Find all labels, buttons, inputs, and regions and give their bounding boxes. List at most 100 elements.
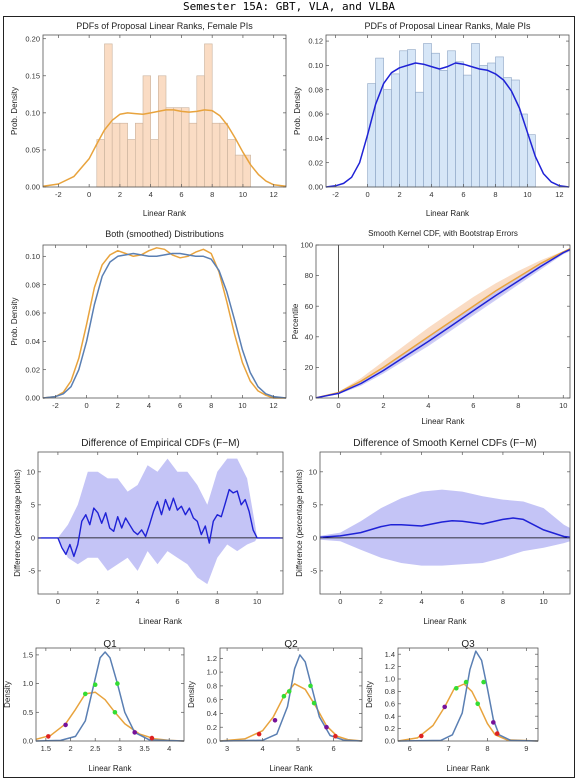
x-axis-label: Linear Rank: [421, 417, 465, 426]
histogram-bar: [431, 52, 440, 188]
x-axis-label: Linear Rank: [143, 209, 187, 218]
x-tick-label: 0: [56, 597, 60, 606]
chart-title: Difference of Empirical CDFs (F−M): [81, 438, 239, 449]
x-tick-label: 6: [461, 190, 465, 199]
x-tick-label: -2: [52, 401, 59, 410]
y-tick-label: 1.2: [385, 662, 395, 671]
quantile-marker: [63, 722, 68, 728]
histogram-bar: [96, 139, 105, 188]
y-tick-label: 0.02: [25, 365, 40, 374]
x-tick-label: 8: [501, 597, 505, 606]
quantile-marker: [112, 710, 118, 715]
histogram-bar: [188, 122, 198, 188]
x-tick-label: 6: [175, 597, 179, 606]
plot-frame: [325, 34, 570, 188]
y-tick-label: 0.00: [308, 183, 323, 192]
quantile-marker: [442, 704, 448, 710]
chart-title: Q3: [461, 639, 475, 650]
y-tick-label: 0.4: [207, 709, 217, 718]
histogram-bar: [375, 57, 384, 188]
chart-empirical-diff: Difference of Empirical CDFs (F−M) 0 2 4 6 8 1…: [13, 438, 284, 626]
quantile-marker: [333, 733, 338, 739]
series-line-0: [42, 247, 286, 399]
y-axis-label: Density: [365, 681, 374, 708]
quantile-marker: [149, 735, 155, 741]
x-tick-label: 2: [379, 597, 383, 606]
x-tick-label: 6: [178, 401, 182, 410]
x-tick-label: 0: [336, 401, 340, 410]
y-tick-label: 0: [313, 533, 317, 542]
x-tick-label: 10: [253, 597, 261, 606]
y-tick-label: 0.20: [25, 34, 40, 43]
plot-frame: [35, 647, 185, 742]
chart-q2: Q2 3 4 5 6 0.0 0.2 0.4 0.6 0.8 1.0 1.2 Linear Rank De…: [187, 639, 363, 773]
x-tick-label: 3.5: [139, 744, 149, 753]
series-line-1: [397, 650, 539, 742]
quantile-marker: [272, 718, 278, 723]
x-tick-label: 6: [408, 744, 412, 753]
x-tick-label: 2: [397, 190, 401, 199]
x-tick-label: 7: [446, 744, 450, 753]
y-tick-label: 0.04: [308, 134, 323, 143]
histogram-bar: [165, 107, 174, 188]
y-tick-label: 5: [31, 500, 35, 509]
x-tick-label: 12: [269, 401, 277, 410]
histogram-bar: [511, 79, 520, 188]
y-tick-label: 0.8: [207, 681, 217, 690]
histogram-bar: [173, 107, 182, 188]
x-tick-label: 10: [559, 401, 567, 410]
quantile-marker: [419, 733, 424, 739]
x-tick-label: 6: [179, 190, 183, 199]
x-tick-label: 2: [96, 597, 100, 606]
y-tick-label: 1.0: [385, 675, 395, 684]
y-tick-label: 0.06: [308, 110, 323, 119]
y-tick-label: 0.8: [385, 687, 395, 696]
chart-title: Both (smoothed) Distributions: [105, 229, 224, 239]
x-axis-label: Linear Rank: [446, 764, 490, 773]
histogram-bar: [487, 62, 496, 188]
y-axis-label: Density: [187, 681, 196, 708]
y-tick-label: 0.6: [385, 699, 395, 708]
y-tick-label: 0.08: [308, 85, 323, 94]
histogram-bar: [399, 50, 408, 188]
y-tick-label: -5: [310, 566, 317, 575]
x-tick-label: 8: [215, 597, 219, 606]
y-tick-label: 0.0: [385, 737, 395, 746]
histogram-bar: [383, 89, 392, 188]
y-tick-label: 1.0: [207, 668, 217, 677]
histogram-bar: [142, 75, 151, 188]
x-axis-label: Linear Rank: [139, 617, 183, 626]
chart-q3: Q3 6 7 8 9 0.0 0.2 0.4 0.6 0.8 1.0 1.2 1.4 Linear Ran…: [365, 639, 539, 773]
x-tick-label: 0: [85, 401, 89, 410]
x-tick-label: 8: [516, 401, 520, 410]
x-tick-label: 4: [426, 401, 430, 410]
y-tick-label: 60: [305, 302, 313, 311]
y-tick-label: 0.2: [207, 723, 217, 732]
histogram-bar: [227, 139, 236, 188]
y-tick-label: 0.00: [25, 394, 40, 403]
x-tick-label: 2: [68, 744, 72, 753]
histogram-bar: [127, 139, 136, 188]
chart-male-pdf: PDFs of Proposal Linear Ranks, Male PIs -…: [293, 21, 570, 218]
quantile-marker: [46, 734, 51, 739]
y-tick-label: 1.2: [207, 654, 217, 663]
x-tick-label: 12: [270, 190, 278, 199]
y-tick-label: 10: [309, 467, 317, 476]
series-line-1: [219, 654, 363, 742]
chart-title: Q1: [103, 639, 117, 650]
histogram-bar: [135, 122, 144, 188]
chart-title: Difference of Smooth Kernel CDFs (F−M): [353, 438, 537, 449]
histogram-bar: [150, 139, 159, 188]
y-tick-label: 0.05: [25, 146, 40, 155]
y-axis-label: Percentile: [291, 303, 300, 339]
y-tick-label: 0.02: [308, 158, 323, 167]
quantile-marker: [92, 682, 98, 687]
histogram-bar: [158, 75, 167, 188]
quantile-marker: [311, 700, 317, 706]
y-tick-label: 0.5: [23, 708, 33, 717]
y-tick-label: 0.2: [385, 724, 395, 733]
y-tick-label: 20: [305, 363, 313, 372]
y-axis-label: Difference (percentage points): [13, 469, 22, 577]
x-tick-label: 2: [116, 401, 120, 410]
histogram-bar: [407, 49, 416, 188]
